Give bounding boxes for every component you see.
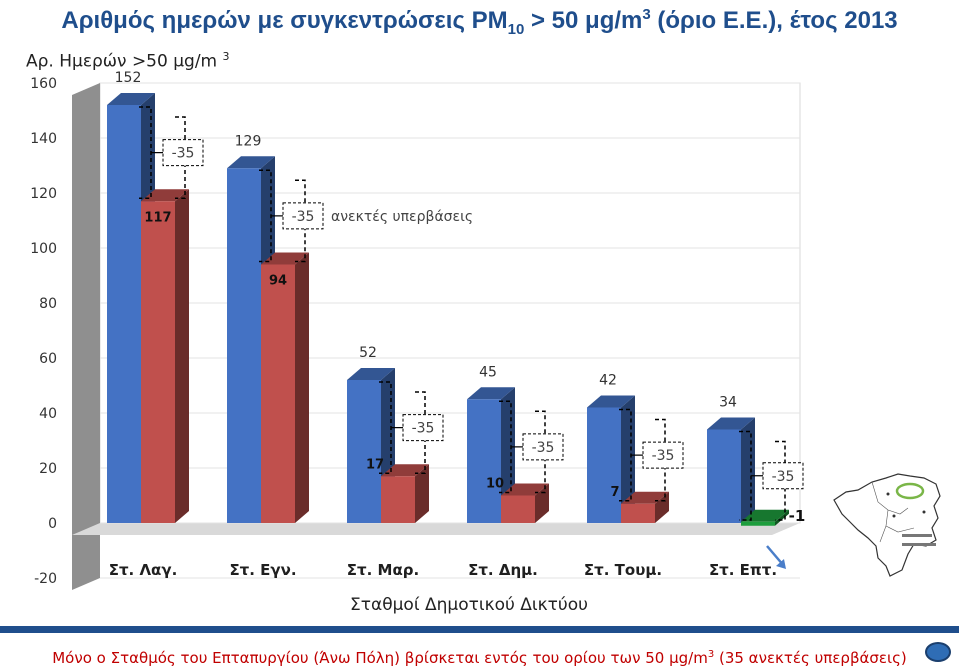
bar-exceedance-side bbox=[655, 491, 669, 523]
arrow-head-icon bbox=[776, 559, 786, 569]
bar-exceedance-side bbox=[295, 252, 309, 523]
region-map-icon bbox=[833, 473, 941, 577]
bar-total-top bbox=[227, 156, 275, 169]
y-tick-label: 100 bbox=[30, 241, 57, 257]
bar-total bbox=[467, 399, 501, 523]
bar-exceedance bbox=[621, 503, 655, 523]
x-tick-label: Στ. Δημ. bbox=[468, 561, 538, 579]
bar-exceedance-side bbox=[535, 483, 549, 523]
bar-chart: -20 0 20 40 60 80 100 120 140 160 152 117 -35 Στ. Λαγ… bbox=[30, 70, 806, 615]
data-label-exceedance: 17 bbox=[366, 457, 384, 472]
bar-exceedance-side bbox=[175, 189, 189, 523]
data-label-exceedance: 10 bbox=[486, 477, 504, 492]
bar-total bbox=[707, 429, 741, 523]
x-tick-label: Στ. Μαρ. bbox=[347, 561, 419, 579]
bar-exceedance bbox=[261, 264, 295, 523]
divider bbox=[0, 626, 959, 633]
y-tick-label: 20 bbox=[39, 461, 57, 477]
data-label-total: 42 bbox=[599, 373, 617, 389]
data-label-total: 152 bbox=[115, 70, 142, 86]
bar-total-top bbox=[467, 387, 515, 400]
bar-exceedance bbox=[381, 476, 415, 523]
bar-total bbox=[587, 407, 621, 523]
bar-total-top bbox=[347, 368, 395, 380]
bar-exceedance-side bbox=[775, 509, 789, 526]
y-tick-label: 40 bbox=[39, 406, 57, 422]
bar-exceedance bbox=[141, 201, 175, 523]
y-tick-label: 140 bbox=[30, 131, 57, 147]
floor bbox=[72, 523, 800, 535]
step-label: -35 bbox=[772, 469, 795, 485]
x-tick-label: Στ. Τουμ. bbox=[584, 561, 662, 579]
step-label: -35 bbox=[532, 440, 555, 456]
annotation-label: ανεκτές υπερβάσεις bbox=[331, 209, 473, 225]
footer-note: Μόνο ο Σταθμός του Επταπυργίου (Άνω Πόλη… bbox=[52, 649, 907, 667]
step-label: -35 bbox=[172, 146, 195, 162]
data-label-exceedance: 7 bbox=[610, 485, 619, 500]
y-tick-label: 120 bbox=[30, 186, 57, 202]
bar-total-top bbox=[707, 417, 755, 430]
step-label: -35 bbox=[652, 448, 675, 464]
bar-total bbox=[347, 380, 381, 523]
page-title: Αριθμός ημερών με συγκεντρώσεις PM10 > 5… bbox=[61, 6, 898, 38]
x-axis-title: Σταθμοί Δημοτικού Δικτύου bbox=[350, 595, 588, 615]
step-label: -35 bbox=[412, 421, 435, 437]
step-label-box bbox=[762, 462, 804, 490]
x-tick-label: Στ. Λαγ. bbox=[109, 561, 178, 579]
data-label-total: 52 bbox=[359, 345, 377, 361]
step-label-box bbox=[642, 441, 684, 469]
data-label-exceedance: 94 bbox=[269, 274, 287, 289]
y-axis-label: Αρ. Ημερών >50 μg/m 3 bbox=[26, 50, 230, 72]
y-tick-label: 0 bbox=[48, 516, 57, 532]
data-label-exceedance: 117 bbox=[144, 210, 171, 225]
y-tick-label: 80 bbox=[39, 296, 57, 312]
y-tick-label: -20 bbox=[34, 571, 57, 587]
bar-total bbox=[107, 105, 141, 523]
step-label: -35 bbox=[292, 209, 315, 225]
data-label-exceedance: -1 bbox=[789, 507, 806, 525]
bar-exceedance-top bbox=[741, 509, 789, 522]
step-label-box bbox=[162, 139, 204, 167]
bar-total bbox=[227, 168, 261, 523]
bar-exceedance bbox=[741, 521, 775, 526]
x-tick-label: Στ. Εγν. bbox=[229, 561, 296, 579]
step-label-box bbox=[522, 433, 564, 461]
bar-total-top bbox=[107, 93, 155, 105]
nav-button-icon[interactable] bbox=[925, 642, 951, 662]
y-tick-label: 160 bbox=[30, 76, 57, 92]
bar-total-top bbox=[587, 395, 635, 408]
bar-exceedance bbox=[501, 495, 535, 523]
step-label-box bbox=[402, 414, 444, 442]
bar-total-side bbox=[741, 417, 755, 523]
bar-exceedance-side bbox=[415, 464, 429, 523]
side-wall bbox=[72, 83, 100, 590]
data-label-total: 129 bbox=[235, 133, 262, 149]
y-tick-label: 60 bbox=[39, 351, 57, 367]
data-label-total: 34 bbox=[719, 395, 737, 411]
x-tick-label: Στ. Επτ. bbox=[709, 561, 777, 579]
step-label-box bbox=[282, 202, 324, 230]
data-label-total: 45 bbox=[479, 364, 497, 380]
